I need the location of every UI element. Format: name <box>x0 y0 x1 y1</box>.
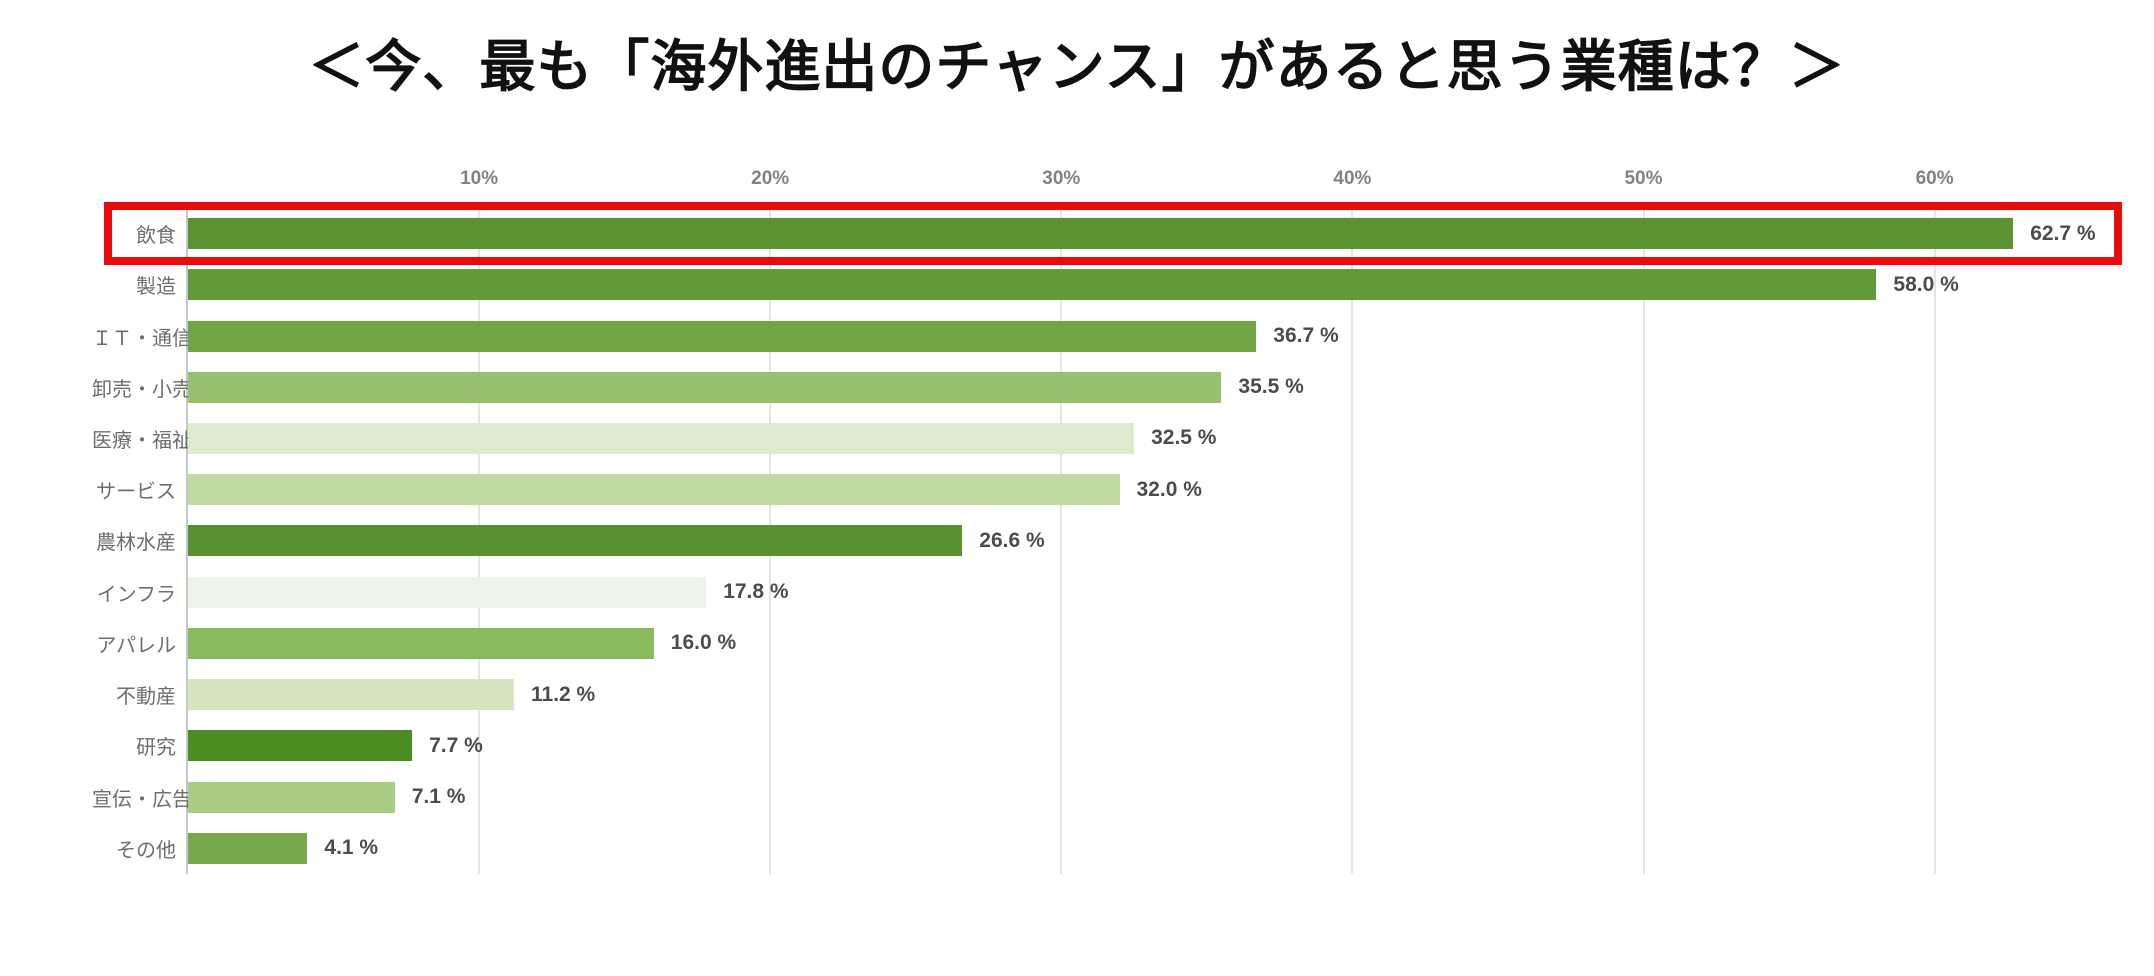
gridline <box>1642 208 1645 874</box>
bar-area: 32.5 % <box>188 422 2112 454</box>
bar-area: 11.2 % <box>188 679 2112 711</box>
value-label: 7.1 % <box>411 785 466 809</box>
category-label: ＩＴ・通信 <box>92 327 192 350</box>
category-label: 農林水産 <box>96 532 176 555</box>
bar <box>188 269 1877 301</box>
x-axis-tick-label: 30% <box>1042 168 1081 189</box>
value-label: 32.5 % <box>1151 426 1217 450</box>
chart-row: その他 4.1 % <box>92 823 2112 874</box>
chart-row: 宣伝・広告 7.1 % <box>92 771 2112 822</box>
category-label: 宣伝・広告 <box>92 788 192 811</box>
value-label: 16.0 % <box>670 631 737 655</box>
bar-area: 35.5 % <box>188 371 2112 403</box>
bar-area: 16.0 % <box>188 627 2112 659</box>
x-axis-tick-label: 20% <box>751 168 790 189</box>
bar <box>188 371 1222 403</box>
bar <box>188 422 1135 454</box>
bar <box>188 320 1257 352</box>
bar-area: 7.1 % <box>188 781 2112 813</box>
bar <box>188 730 413 762</box>
chart-row: 農林水産 26.6 % <box>92 515 2112 566</box>
category-label: 製造 <box>136 276 176 299</box>
category-label: 医療・福祉 <box>92 429 192 452</box>
bar-area: 62.7 % <box>188 218 2112 250</box>
bar <box>188 781 395 813</box>
bar <box>188 474 1120 506</box>
value-label: 36.7 % <box>1273 324 1339 348</box>
value-label: 35.5 % <box>1238 375 1304 399</box>
value-label: 4.1 % <box>324 836 379 860</box>
chart-row: 飲食 62.7 % <box>92 208 2112 259</box>
bar <box>188 218 2014 250</box>
value-label: 7.7 % <box>429 733 483 757</box>
gridline <box>1351 208 1354 874</box>
x-axis-tick-label: 50% <box>1624 168 1663 189</box>
category-label: 飲食 <box>136 225 176 248</box>
bar-area: 58.0 % <box>188 269 2112 301</box>
category-label: インフラ <box>96 583 176 606</box>
chart-row: 製造 58.0 % <box>92 259 2112 310</box>
value-label: 26.6 % <box>979 528 1045 552</box>
category-label: アパレル <box>96 634 176 657</box>
bar-area: 32.0 % <box>188 474 2112 506</box>
chart-row: ＩＴ・通信 36.7 % <box>92 310 2112 361</box>
chart-row: 不動産 11.2 % <box>92 669 2112 720</box>
category-label: その他 <box>116 839 176 862</box>
x-axis-tick-label: 40% <box>1333 168 1372 189</box>
category-label: 不動産 <box>116 686 176 709</box>
gridline <box>1933 208 1936 874</box>
chart-title: ＜今、最も「海外進出のチャンス」があると思う業種は？＞ <box>308 35 1846 98</box>
gridline <box>1060 208 1063 874</box>
category-label: サービス <box>96 481 176 504</box>
bar <box>188 627 654 659</box>
value-label: 11.2 % <box>531 682 596 706</box>
chart-row: サービス 32.0 % <box>92 464 2112 515</box>
chart-row: インフラ 17.8 % <box>92 567 2112 618</box>
value-label: 58.0 % <box>1893 272 1959 296</box>
x-axis-tick-label: 10% <box>460 168 499 189</box>
value-label: 62.7 % <box>2030 221 2096 245</box>
bar-area: 4.1 % <box>188 832 2112 864</box>
bar-area: 36.7 % <box>188 320 2112 352</box>
bar-rows: 飲食 62.7 % 製造 58.0 % ＩＴ・通信 36.7 % 卸売・小売 3… <box>92 208 2112 874</box>
chart-row: アパレル 16.0 % <box>92 618 2112 669</box>
bar-area: 26.6 % <box>188 525 2112 557</box>
bar-area: 17.8 % <box>188 576 2112 608</box>
bar <box>188 525 963 557</box>
chart-row: 卸売・小売 35.5 % <box>92 362 2112 413</box>
category-label: 卸売・小売 <box>92 378 192 401</box>
bar <box>188 576 707 608</box>
x-axis-tick-label: 60% <box>1915 168 1954 189</box>
y-axis-line <box>186 208 188 874</box>
category-label: 研究 <box>136 737 176 760</box>
bar <box>188 832 308 864</box>
bar <box>188 679 514 711</box>
value-label: 17.8 % <box>723 580 789 604</box>
value-label: 32.0 % <box>1136 477 1202 501</box>
chart-row: 医療・福祉 32.5 % <box>92 413 2112 464</box>
chart-row: 研究 7.7 % <box>92 720 2112 771</box>
bar-area: 7.7 % <box>188 730 2112 762</box>
